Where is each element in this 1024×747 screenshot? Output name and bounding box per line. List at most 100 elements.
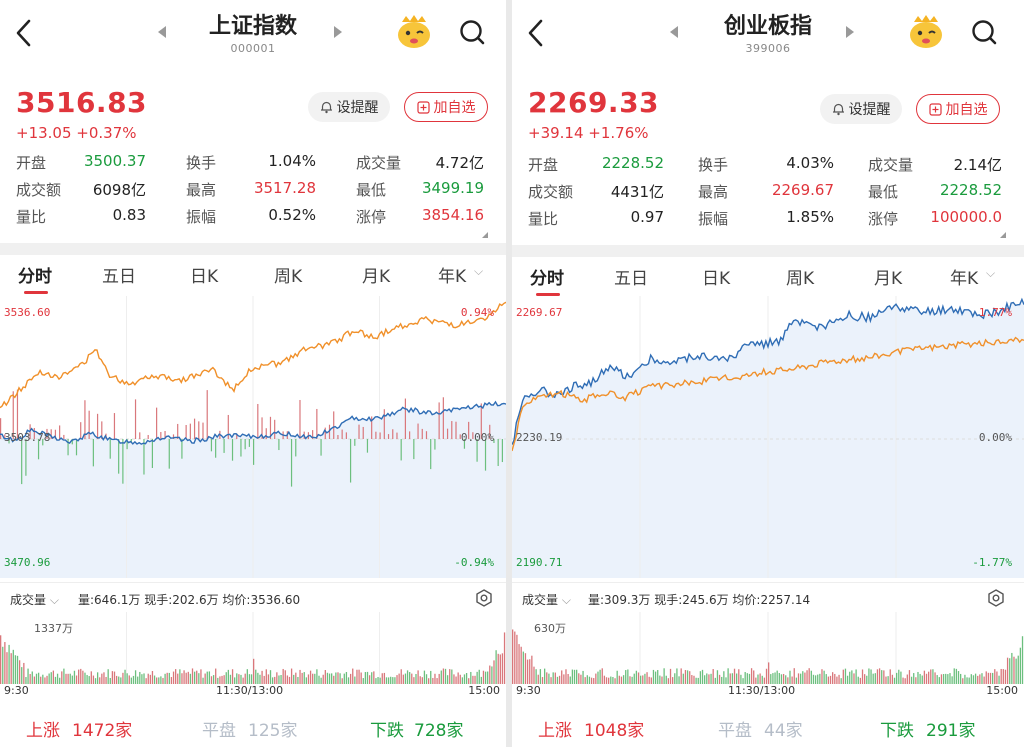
- next-index-button[interactable]: [846, 26, 854, 38]
- volume-bar-mark: [834, 673, 836, 684]
- volume-bar-mark: [836, 676, 838, 684]
- volume-bar-mark: [463, 674, 466, 684]
- volume-bar-mark: [331, 673, 333, 684]
- period-tabs: 分时 五日 日K 周K 月K 年K ⌵: [0, 258, 506, 294]
- search-icon[interactable]: [970, 18, 998, 46]
- tab-1[interactable]: 五日: [102, 267, 136, 287]
- axis-label-mid-left: 3503.78: [4, 431, 51, 444]
- volume-bar-mark: [246, 669, 248, 684]
- diff-bar: [156, 407, 158, 439]
- add-watchlist-button[interactable]: 加自选: [916, 94, 1000, 124]
- volume-bar-mark: [889, 669, 891, 684]
- volume-selector[interactable]: 成交量 ⌵: [10, 591, 59, 608]
- diff-bar: [202, 422, 204, 439]
- volume-bar-mark: [516, 634, 518, 684]
- settings-hex-icon[interactable]: [474, 588, 494, 608]
- volume-bar-mark: [923, 670, 926, 684]
- back-button[interactable]: [10, 16, 38, 50]
- volume-bar-mark: [642, 675, 644, 684]
- up-label: 上涨: [26, 721, 60, 741]
- volume-bar-mark: [63, 668, 65, 684]
- set-reminder-button[interactable]: 设提醒: [820, 94, 902, 124]
- volume-bar-mark: [322, 674, 324, 684]
- back-button[interactable]: [522, 16, 550, 50]
- diff-bar: [379, 432, 381, 439]
- expand-corner-icon[interactable]: [482, 232, 488, 238]
- volume-bar-mark: [23, 662, 25, 684]
- volume-bar-mark: [750, 668, 753, 684]
- volume-bar-mark: [748, 673, 751, 684]
- diff-bar: [177, 423, 179, 439]
- diff-bar: [472, 432, 474, 439]
- diff-bar: [37, 439, 40, 460]
- diff-bar: [253, 439, 255, 465]
- add-watchlist-button[interactable]: 加自选: [404, 92, 488, 122]
- tab-3[interactable]: 周K: [274, 267, 303, 287]
- stat-label: 开盘: [16, 154, 47, 172]
- flat-label: 平盘: [202, 721, 236, 741]
- volume-bar-mark: [731, 673, 734, 684]
- tab-1[interactable]: 五日: [614, 269, 648, 289]
- tab-5[interactable]: 年K: [438, 267, 467, 287]
- tab-3[interactable]: 周K: [786, 269, 815, 289]
- volume-bar-mark: [849, 671, 851, 684]
- header: 上证指数 000001: [0, 0, 506, 70]
- volume-bar-mark: [603, 675, 606, 684]
- expand-corner-icon[interactable]: [1000, 232, 1006, 238]
- prev-index-button[interactable]: [158, 26, 166, 38]
- intraday-chart[interactable]: 2269.67 1.77% 2230.19 0.00% 2190.71 -1.77%: [512, 296, 1024, 578]
- down-label: 下跌: [370, 721, 404, 741]
- volume-bar-mark: [599, 669, 601, 684]
- diff-bar: [63, 434, 65, 439]
- intraday-chart-svg: [0, 296, 506, 578]
- diff-bar: [392, 429, 394, 439]
- volume-bar-mark: [267, 674, 270, 684]
- volume-selector[interactable]: 成交量 ⌵: [522, 591, 571, 608]
- volume-bar-mark: [1002, 669, 1004, 684]
- settings-hex-icon[interactable]: [986, 588, 1006, 608]
- set-reminder-button[interactable]: 设提醒: [308, 92, 390, 122]
- search-icon[interactable]: [458, 18, 486, 46]
- tab-0[interactable]: 分时: [530, 269, 564, 289]
- diff-bar: [274, 419, 276, 439]
- volume-bar-mark: [309, 670, 312, 684]
- tab-2[interactable]: 日K: [702, 269, 731, 289]
- diff-bar: [295, 439, 297, 457]
- prev-index-button[interactable]: [670, 26, 678, 38]
- stat-value: 3499.19: [421, 179, 484, 197]
- volume-bar-mark: [774, 672, 776, 684]
- avg-price-line: [512, 336, 1024, 452]
- diff-bar: [345, 432, 347, 439]
- mascot-icon[interactable]: [394, 14, 434, 50]
- price-change: +39.14 +1.76%: [528, 124, 649, 142]
- tab-2[interactable]: 日K: [190, 267, 219, 287]
- next-index-button[interactable]: [334, 26, 342, 38]
- volume-bar-mark: [964, 674, 966, 684]
- tab-5[interactable]: 年K: [950, 269, 979, 289]
- volume-bar-mark: [196, 670, 198, 684]
- mascot-icon[interactable]: [906, 14, 946, 50]
- diff-bar: [497, 439, 499, 466]
- volume-bar-mark: [147, 673, 149, 684]
- intraday-chart[interactable]: 3536.60 0.94% 3503.78 0.00% 3470.96 -0.94%: [0, 296, 506, 578]
- volume-bar-mark: [765, 668, 768, 684]
- volume-bar-mark: [1021, 636, 1024, 684]
- volume-bar-mark: [432, 677, 434, 684]
- diff-bar: [341, 429, 343, 439]
- volume-bar-mark: [78, 669, 80, 684]
- volume-bar-mark: [900, 671, 902, 684]
- volume-bar-mark: [65, 673, 67, 684]
- diff-bar: [96, 413, 99, 439]
- volume-bar-mark: [661, 676, 663, 684]
- volume-bar-mark: [181, 673, 183, 684]
- volume-bar-mark: [857, 676, 859, 684]
- volume-bar-mark: [335, 672, 337, 684]
- volume-bar: 成交量 ⌵ 量:309.3万 现手:245.6万 均价:2257.14: [512, 582, 1024, 612]
- stats-row: 成交额 4431亿 最高 2269.67 最低 2228.52: [512, 181, 1024, 207]
- volume-bar-mark: [349, 673, 352, 684]
- tab-4[interactable]: 月K: [362, 267, 391, 287]
- tab-4[interactable]: 月K: [874, 269, 903, 289]
- volume-bar-mark: [612, 677, 614, 684]
- volume-bar-mark: [421, 677, 423, 684]
- tab-0[interactable]: 分时: [18, 267, 52, 287]
